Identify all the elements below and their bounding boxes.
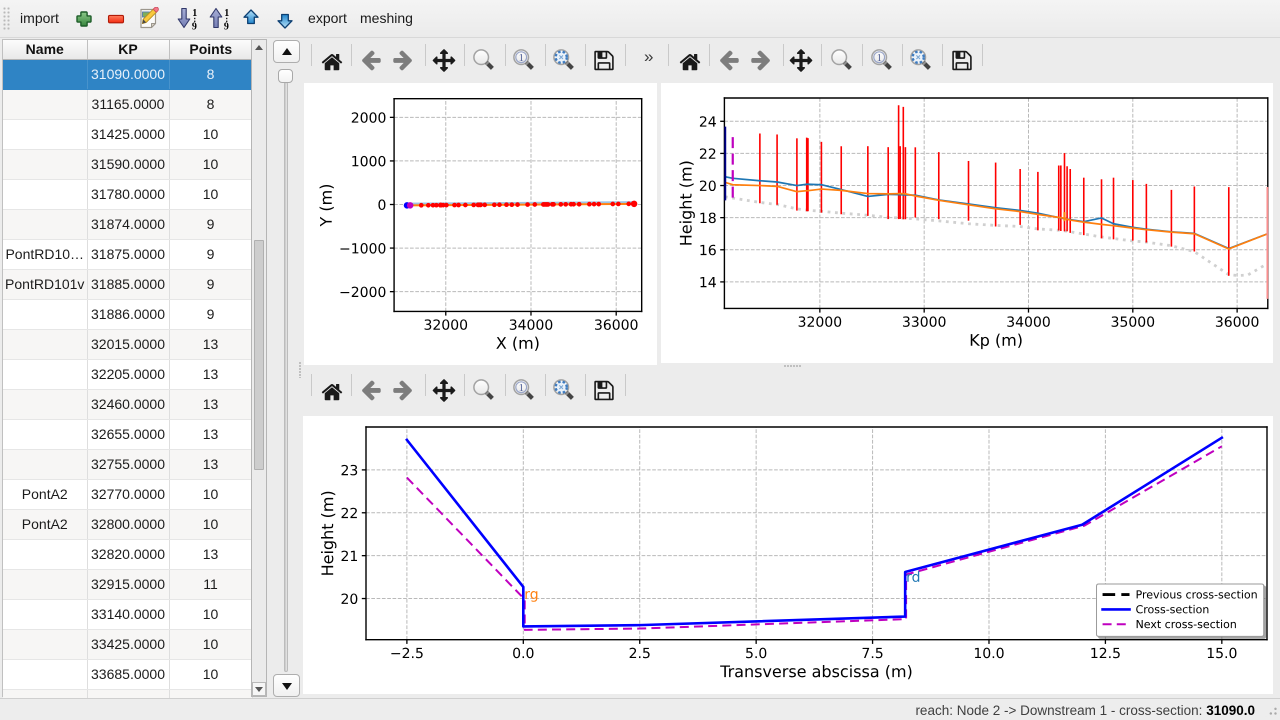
svg-text:1: 1 xyxy=(876,53,881,64)
svg-text:1: 1 xyxy=(224,8,229,19)
svg-text:9: 9 xyxy=(192,22,197,32)
svg-text:9: 9 xyxy=(224,22,229,32)
svg-text:1: 1 xyxy=(192,8,197,19)
svg-text:1: 1 xyxy=(519,383,524,394)
svg-text:1: 1 xyxy=(519,53,524,64)
